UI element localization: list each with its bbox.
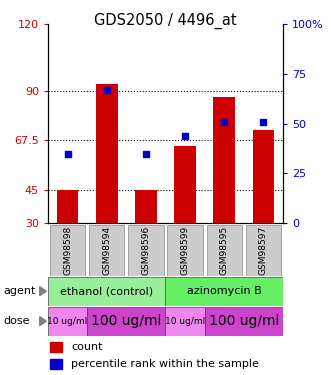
Text: count: count xyxy=(71,342,103,352)
Bar xyxy=(174,146,196,223)
Text: GSM98594: GSM98594 xyxy=(102,226,111,275)
Bar xyxy=(48,307,87,336)
Text: percentile rank within the sample: percentile rank within the sample xyxy=(71,359,260,369)
Text: 100 ug/ml: 100 ug/ml xyxy=(209,314,279,328)
Bar xyxy=(89,225,124,276)
Bar xyxy=(205,307,283,336)
Bar xyxy=(50,225,85,276)
Polygon shape xyxy=(40,286,46,296)
Point xyxy=(221,119,227,125)
Text: agent: agent xyxy=(3,286,36,296)
Text: 10 ug/ml: 10 ug/ml xyxy=(47,316,88,326)
Bar xyxy=(166,307,205,336)
Bar xyxy=(207,225,242,276)
Bar xyxy=(167,225,203,276)
Bar xyxy=(87,307,166,336)
Text: GSM98599: GSM98599 xyxy=(181,226,190,275)
Bar xyxy=(135,190,157,223)
Text: GSM98596: GSM98596 xyxy=(141,226,150,275)
Bar xyxy=(48,277,166,306)
Text: dose: dose xyxy=(3,316,30,326)
Text: ethanol (control): ethanol (control) xyxy=(60,286,153,296)
Bar xyxy=(50,359,63,369)
Bar xyxy=(253,130,274,223)
Bar xyxy=(96,84,118,223)
Text: GSM98597: GSM98597 xyxy=(259,226,268,275)
Text: azinomycin B: azinomycin B xyxy=(187,286,261,296)
Bar xyxy=(166,277,283,306)
Point xyxy=(104,87,109,93)
Text: GDS2050 / 4496_at: GDS2050 / 4496_at xyxy=(94,13,237,29)
Bar xyxy=(246,225,281,276)
Text: GSM98595: GSM98595 xyxy=(220,226,229,275)
Bar xyxy=(57,190,78,223)
Point xyxy=(143,150,149,157)
Point xyxy=(65,150,70,157)
Polygon shape xyxy=(40,316,46,326)
Bar xyxy=(213,97,235,223)
Text: 100 ug/ml: 100 ug/ml xyxy=(91,314,162,328)
Text: 10 ug/ml: 10 ug/ml xyxy=(165,316,205,326)
Bar xyxy=(128,225,164,276)
Text: GSM98598: GSM98598 xyxy=(63,226,72,275)
Point xyxy=(261,119,266,125)
Bar xyxy=(50,342,63,352)
Point xyxy=(182,133,188,139)
